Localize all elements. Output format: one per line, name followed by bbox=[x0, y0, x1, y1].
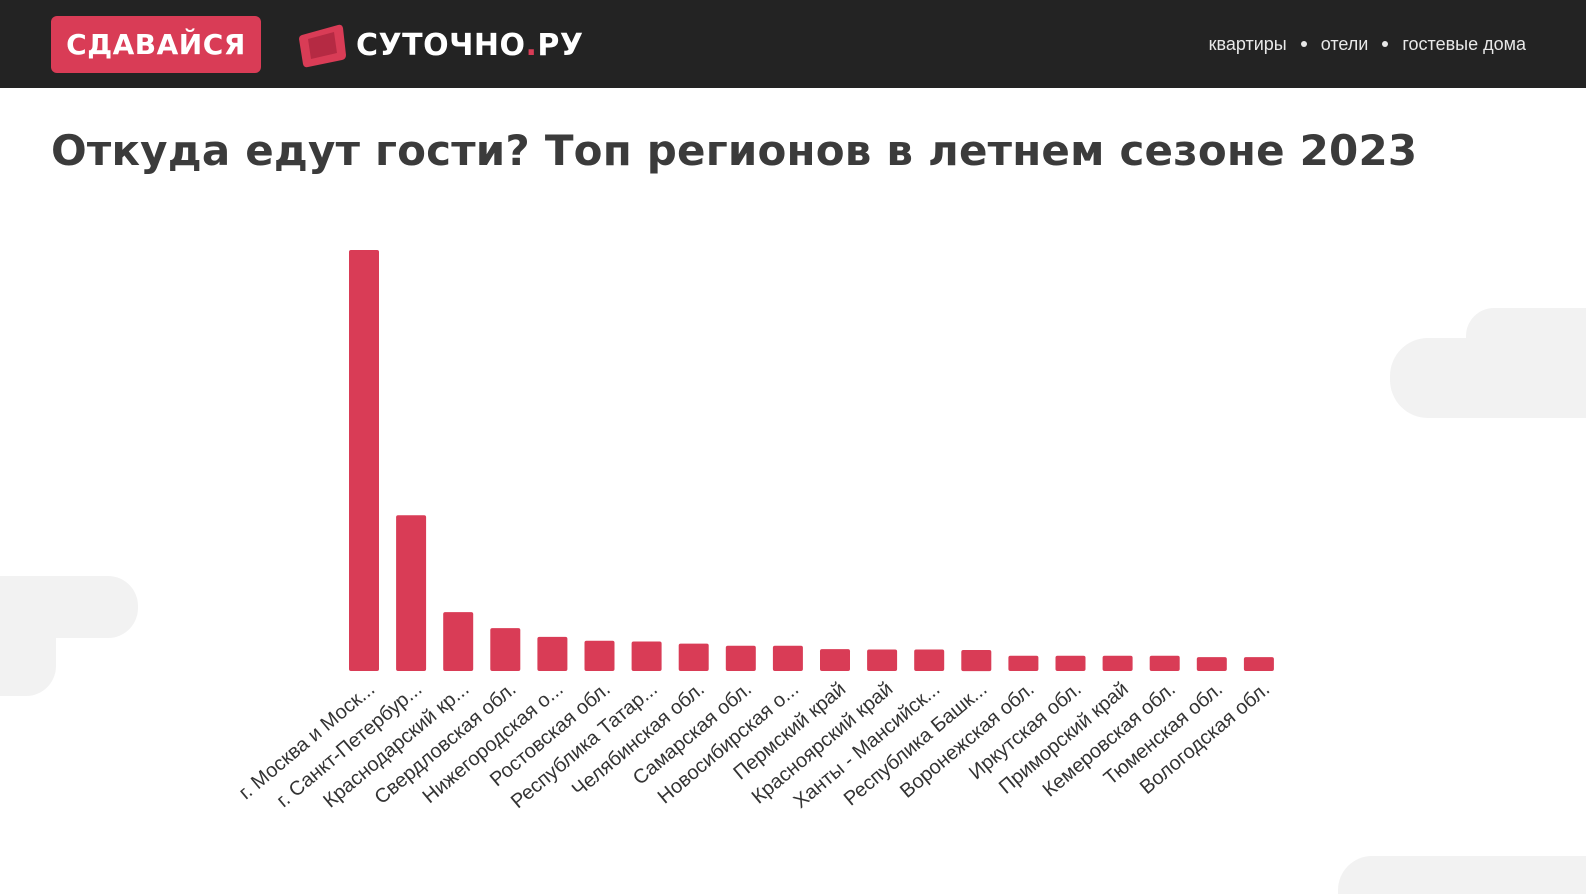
page-title: Откуда едут гости? Топ регионов в летнем… bbox=[51, 126, 1418, 175]
pillow-logo-icon bbox=[299, 24, 346, 68]
bar-9 bbox=[725, 645, 756, 671]
brand-suffix: РУ bbox=[537, 27, 584, 63]
nav-separator-dot bbox=[1300, 41, 1307, 47]
bar-20 bbox=[1243, 657, 1274, 671]
bar-8 bbox=[678, 643, 709, 671]
bar-13 bbox=[914, 649, 945, 671]
nav-item-hotels[interactable]: отели bbox=[1320, 33, 1369, 54]
bar-12 bbox=[867, 649, 898, 671]
top-bar: СДАВАЙСЯ СУТОЧНО.РУ квартиры отели госте… bbox=[0, 0, 1586, 88]
top-nav: квартиры отели гостевые дома bbox=[1209, 0, 1526, 88]
bar-6 bbox=[584, 640, 615, 671]
bar-11 bbox=[820, 649, 850, 671]
brand-name: СУТОЧНО.РУ bbox=[356, 27, 584, 63]
bar-19 bbox=[1196, 657, 1227, 671]
bar-4 bbox=[490, 628, 521, 671]
bar-3 bbox=[443, 612, 474, 671]
bar-18 bbox=[1149, 655, 1180, 671]
brand-logo-link[interactable]: СУТОЧНО.РУ bbox=[298, 20, 584, 70]
bar-1 bbox=[349, 250, 379, 671]
decor-shape bbox=[1466, 308, 1586, 368]
bar-5 bbox=[537, 636, 568, 671]
bar-2 bbox=[396, 515, 427, 671]
bar-17 bbox=[1102, 655, 1133, 671]
bar-10 bbox=[772, 645, 803, 671]
sdavaisya-badge-button[interactable]: СДАВАЙСЯ bbox=[51, 16, 261, 73]
nav-item-apartments[interactable]: квартиры bbox=[1208, 33, 1287, 54]
decor-shape bbox=[0, 620, 56, 696]
badge-label: СДАВАЙСЯ bbox=[66, 28, 246, 61]
bar-14 bbox=[961, 650, 992, 672]
brand-dot: . bbox=[525, 27, 538, 63]
bar-16 bbox=[1055, 655, 1086, 671]
nav-separator-dot bbox=[1382, 41, 1389, 47]
decor-shape bbox=[1338, 856, 1586, 894]
bar-7 bbox=[631, 641, 662, 671]
nav-item-guest-houses[interactable]: гостевые дома bbox=[1402, 33, 1526, 54]
bar-15 bbox=[1008, 655, 1039, 671]
